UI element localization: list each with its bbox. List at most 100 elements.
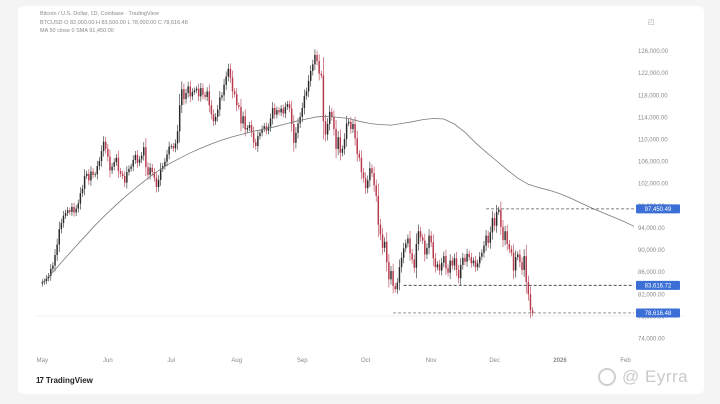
candle-body	[487, 235, 489, 243]
candle-body	[189, 86, 191, 97]
candle-body	[451, 260, 454, 266]
candle-body	[529, 294, 532, 311]
candle-body	[512, 252, 515, 271]
candle-body	[98, 161, 101, 167]
candle-body	[354, 124, 356, 139]
candle-body	[428, 235, 430, 248]
candle-body	[185, 93, 187, 100]
candle-body	[362, 172, 365, 179]
candle-body	[252, 132, 255, 143]
candle-body	[263, 126, 265, 129]
candle-body	[498, 209, 500, 212]
candle-body	[155, 177, 158, 188]
y-tick-label: 114,000.00	[638, 115, 668, 121]
candle-body	[305, 91, 308, 96]
candle-body	[457, 269, 460, 279]
watermark-text: @ Eyrra	[622, 367, 689, 386]
candle-body	[373, 173, 375, 186]
candle-body	[164, 161, 166, 167]
x-tick-label: May	[37, 358, 48, 364]
candle-body	[166, 154, 168, 162]
candle-body	[352, 124, 354, 129]
candle-body	[104, 141, 107, 149]
candle-body	[79, 193, 82, 204]
candle-body	[350, 121, 352, 129]
candle-body	[255, 142, 257, 147]
candle-body	[107, 148, 109, 157]
candle-body	[347, 121, 350, 124]
candle-body	[69, 210, 71, 212]
watermark-logo-icon	[598, 368, 616, 386]
candle-body	[115, 157, 118, 163]
candle-body	[413, 259, 415, 268]
candle-body	[206, 91, 208, 97]
candle-body	[117, 157, 120, 171]
candle-body	[126, 172, 128, 183]
candle-body	[375, 185, 377, 196]
candle-body	[111, 166, 113, 171]
candle-body	[134, 154, 137, 160]
candle-body	[445, 256, 447, 269]
candle-body	[136, 154, 139, 163]
x-tick-label: Nov	[426, 358, 437, 364]
candle-body	[52, 265, 54, 269]
candle-body	[274, 107, 276, 115]
candle-body	[269, 118, 272, 127]
candle-body	[225, 76, 227, 85]
y-tick-label: 86,000.00	[638, 270, 665, 276]
candle-body	[195, 88, 198, 91]
candle-body	[202, 88, 204, 95]
candle-body	[430, 235, 432, 243]
candle-body	[453, 258, 456, 266]
candle-body	[381, 234, 384, 248]
last-price-label: 78,616.48	[645, 311, 672, 317]
candle-body	[77, 203, 80, 209]
candle-body	[481, 252, 483, 257]
candle-body	[50, 268, 52, 277]
candle-body	[204, 94, 206, 97]
candle-body	[421, 237, 424, 241]
candle-body	[307, 80, 310, 92]
resistance-price-label: 97,450.49	[645, 207, 672, 213]
candle-body	[236, 94, 238, 106]
candle-body	[443, 256, 445, 263]
candle-body	[459, 264, 462, 279]
candle-body	[64, 213, 67, 216]
candle-body	[282, 108, 284, 114]
candle-body	[178, 105, 181, 132]
candle-body	[143, 147, 145, 156]
candle-body	[398, 267, 401, 283]
candle-body	[415, 243, 418, 268]
candle-body	[390, 271, 392, 280]
candle-body	[386, 241, 388, 263]
candle-body	[417, 231, 420, 244]
candle-body	[312, 64, 314, 71]
candle-body	[367, 180, 369, 189]
candle-body	[244, 116, 246, 130]
candle-body	[58, 229, 60, 245]
candle-body	[523, 256, 525, 270]
candle-body	[223, 84, 225, 96]
candle-body	[309, 70, 312, 81]
candle-body	[153, 172, 156, 178]
candle-body	[470, 257, 473, 264]
candle-body	[145, 147, 147, 168]
snapshot-icon[interactable]: ◰	[648, 19, 655, 26]
candle-body	[187, 86, 189, 94]
candle-body	[231, 77, 234, 92]
candle-body	[356, 138, 358, 154]
candle-body	[485, 235, 487, 246]
candle-body	[396, 282, 399, 290]
y-tick-label: 74,000.00	[638, 336, 665, 342]
candle-body	[132, 159, 134, 167]
candle-body	[316, 54, 318, 62]
candle-body	[271, 107, 274, 119]
candle-body	[176, 131, 179, 144]
candle-body	[531, 310, 534, 313]
candle-body	[371, 168, 373, 174]
candle-body	[489, 232, 492, 243]
candle-body	[212, 114, 215, 122]
y-tick-label: 106,000.00	[638, 160, 669, 166]
candle-body	[293, 124, 295, 143]
